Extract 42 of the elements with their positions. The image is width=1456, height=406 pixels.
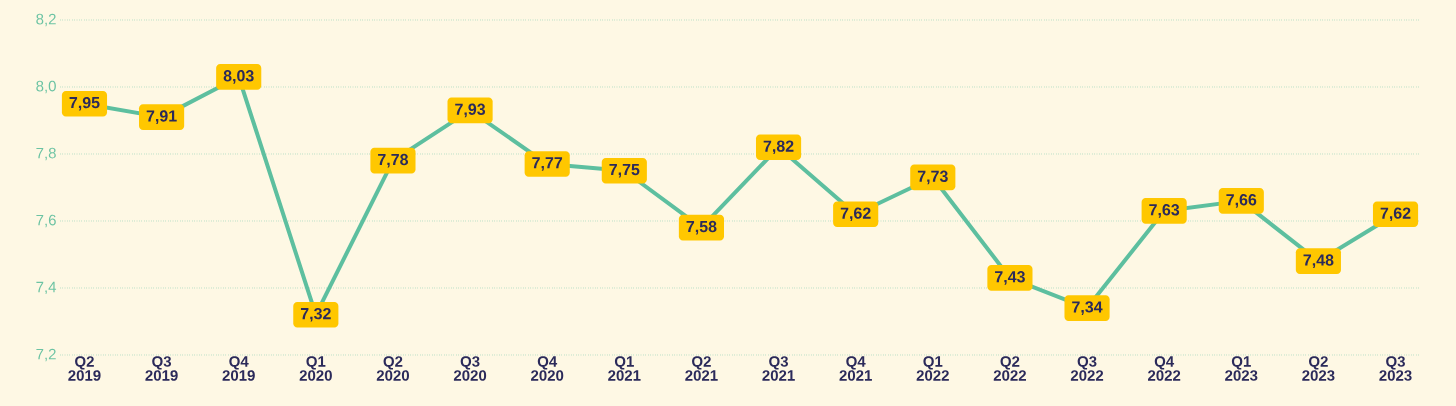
data-label: 7,58 [686, 220, 717, 235]
x-tick-label: Q1 2021 [608, 356, 641, 381]
x-tick-label: Q2 2019 [68, 356, 101, 381]
x-tick-label: Q4 2019 [222, 356, 255, 381]
y-tick-label: 7,6 [36, 214, 56, 228]
x-tick-label: Q1 2020 [299, 356, 332, 381]
x-tick-label: Q3 2023 [1379, 356, 1412, 381]
x-tick-label: Q2 2020 [376, 356, 410, 381]
x-tick-label: Q4 2020 [531, 356, 564, 381]
x-tick-label: Q4 2021 [839, 356, 872, 381]
data-label: 7,93 [455, 103, 486, 118]
y-tick-label: 7,2 [36, 348, 56, 362]
x-tick-label: Q3 2021 [762, 356, 795, 381]
data-label: 7,95 [69, 96, 100, 111]
data-label: 7,63 [1149, 204, 1180, 218]
x-tick-label: Q1 2022 [916, 356, 949, 381]
y-tick-label: 8,2 [36, 13, 56, 27]
x-tick-label: Q2 2021 [685, 356, 718, 381]
x-tick-label: Q4 2022 [1148, 356, 1181, 381]
y-tick-label: 7,8 [36, 147, 56, 161]
y-tick-label: 7,4 [36, 281, 57, 295]
data-label: 7,73 [917, 170, 948, 185]
data-label: 7,82 [763, 140, 794, 155]
data-label: 7,32 [300, 307, 331, 322]
data-label: 7,62 [840, 207, 871, 222]
data-label: 7,78 [378, 153, 409, 168]
data-label: 7,91 [146, 110, 177, 124]
data-label: 7,62 [1380, 207, 1411, 222]
data-label: 7,34 [1072, 301, 1103, 315]
data-label: 7,43 [995, 271, 1025, 285]
data-label: 7,75 [609, 163, 640, 178]
x-tick-label: Q2 2023 [1302, 356, 1335, 381]
x-tick-label: Q3 2020 [453, 356, 487, 381]
data-label: 7,48 [1303, 254, 1334, 269]
x-tick-label: Q1 2023 [1225, 356, 1258, 381]
x-tick-label: Q3 2019 [145, 356, 178, 381]
data-label: 8,03 [223, 70, 254, 84]
x-tick-label: Q2 2022 [993, 356, 1026, 381]
y-tick-label: 8,0 [36, 80, 56, 94]
data-label: 7,77 [532, 157, 563, 171]
x-tick-label: Q3 2022 [1070, 356, 1104, 381]
data-label: 7,66 [1226, 194, 1257, 208]
